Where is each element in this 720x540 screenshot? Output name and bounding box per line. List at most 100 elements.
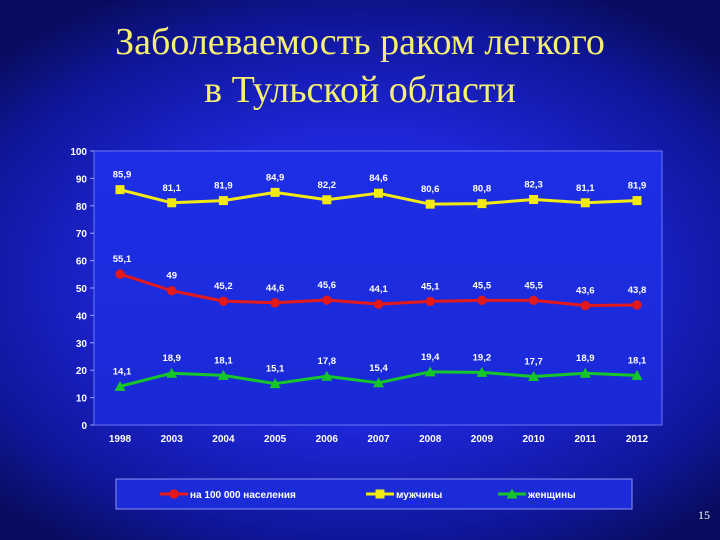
data-label: 44,1 — [369, 284, 388, 295]
data-point — [632, 300, 642, 310]
data-point — [580, 198, 590, 208]
series-lines — [114, 185, 643, 391]
data-point — [631, 369, 643, 380]
data-label: 43,6 — [576, 286, 595, 297]
data-label: 18,1 — [214, 355, 233, 366]
data-label: 84,9 — [266, 172, 285, 183]
data-label: 55,1 — [113, 254, 132, 265]
data-point — [217, 369, 229, 380]
x-tick-label: 2007 — [367, 434, 390, 445]
legend-label: женщины — [527, 490, 576, 501]
data-point — [528, 371, 540, 382]
x-tick-label: 2008 — [419, 434, 442, 445]
data-point — [114, 380, 126, 391]
data-point — [322, 295, 332, 305]
page-number: 15 — [698, 508, 710, 522]
x-tick-label: 2010 — [522, 434, 545, 445]
y-tick-label: 90 — [76, 174, 88, 185]
data-point — [321, 370, 333, 381]
data-label: 14,1 — [113, 366, 132, 377]
y-tick-label: 50 — [76, 284, 88, 295]
data-label: 17,7 — [524, 357, 543, 368]
legend-label: на 100 000 населения — [190, 490, 296, 501]
data-point — [528, 295, 539, 306]
data-label: 82,3 — [524, 179, 543, 190]
x-tick-label: 2012 — [626, 434, 649, 445]
data-point — [477, 295, 487, 306]
data-point — [270, 187, 280, 197]
axes: 0 10 20 30 40 50 60 70 80 90 100 1998 2003 2004 2005 20… — [70, 147, 648, 445]
data-point — [218, 196, 228, 206]
slide-title-line-2: в Тульской области — [204, 69, 516, 111]
y-tick-label: 40 — [76, 311, 88, 322]
legend-label: мужчины — [396, 490, 442, 501]
data-point — [529, 194, 539, 204]
data-point — [166, 367, 178, 378]
data-point — [424, 366, 436, 377]
x-tick-label: 1998 — [109, 434, 132, 445]
y-tick-label: 30 — [76, 339, 88, 350]
data-label: 45,5 — [524, 280, 543, 291]
data-point — [373, 299, 384, 309]
data-label: 18,1 — [628, 355, 647, 366]
data-label: 81,1 — [162, 183, 181, 194]
data-label: 81,9 — [214, 181, 233, 192]
x-tick-label: 2009 — [471, 434, 494, 445]
data-label: 81,9 — [628, 181, 647, 192]
data-point — [269, 378, 281, 389]
y-tick-label: 0 — [81, 421, 87, 432]
data-label: 18,9 — [162, 353, 181, 364]
slide-title-line-1: Заболеваемость раком легкого — [115, 21, 605, 63]
x-tick-label: 2005 — [264, 434, 287, 445]
data-label: 17,8 — [318, 356, 337, 367]
data-point — [218, 296, 229, 306]
y-tick-label: 80 — [76, 202, 88, 213]
data-point — [167, 286, 177, 296]
data-point — [476, 366, 488, 377]
data-label: 81,1 — [576, 183, 595, 194]
data-label: 45,5 — [473, 280, 492, 291]
x-tick-label: 2003 — [161, 434, 184, 445]
x-tick-label: 2011 — [574, 434, 596, 445]
data-point — [115, 185, 125, 195]
data-label: 80,6 — [421, 184, 440, 195]
legend: на 100 000 населения мужчины женщины — [115, 478, 633, 510]
data-labels: 55,1 49 45,2 44,6 45,6 44,1 45,1 45,5 45,5 43,6 43… — [113, 170, 647, 378]
data-point — [425, 199, 435, 209]
data-label: 45,2 — [214, 281, 233, 292]
y-tick-label: 10 — [76, 394, 88, 405]
data-label: 43,8 — [628, 285, 647, 296]
data-point — [270, 298, 280, 308]
data-point — [167, 198, 177, 208]
data-label: 44,6 — [266, 283, 285, 294]
data-point — [580, 300, 590, 311]
data-point — [425, 296, 435, 307]
data-label: 19,2 — [473, 352, 492, 363]
legend-marker — [375, 489, 385, 499]
data-point — [632, 196, 642, 206]
y-tick-label: 60 — [76, 257, 88, 268]
data-label: 18,9 — [576, 353, 595, 364]
legend-marker — [506, 488, 518, 499]
data-label: 15,1 — [266, 364, 285, 375]
y-tick-label: 70 — [76, 229, 88, 240]
data-point — [477, 199, 487, 209]
data-label: 49 — [166, 271, 177, 282]
data-label: 84,6 — [369, 173, 388, 184]
y-tick-label: 20 — [76, 366, 88, 377]
slide-title: Заболеваемость раком легкого в Тульской … — [0, 18, 720, 114]
data-label: 19,4 — [421, 352, 440, 363]
data-point — [373, 377, 384, 388]
data-label: 45,6 — [318, 280, 337, 291]
legend-marker — [169, 489, 179, 499]
data-point — [322, 195, 332, 205]
data-label: 80,8 — [473, 184, 492, 195]
data-label: 85,9 — [113, 170, 132, 181]
x-tick-label: 2006 — [316, 434, 339, 445]
x-tick-label: 2004 — [212, 434, 235, 445]
data-label: 45,1 — [421, 281, 440, 292]
data-point — [579, 367, 591, 378]
data-point — [374, 188, 383, 198]
data-label: 15,4 — [369, 363, 388, 374]
